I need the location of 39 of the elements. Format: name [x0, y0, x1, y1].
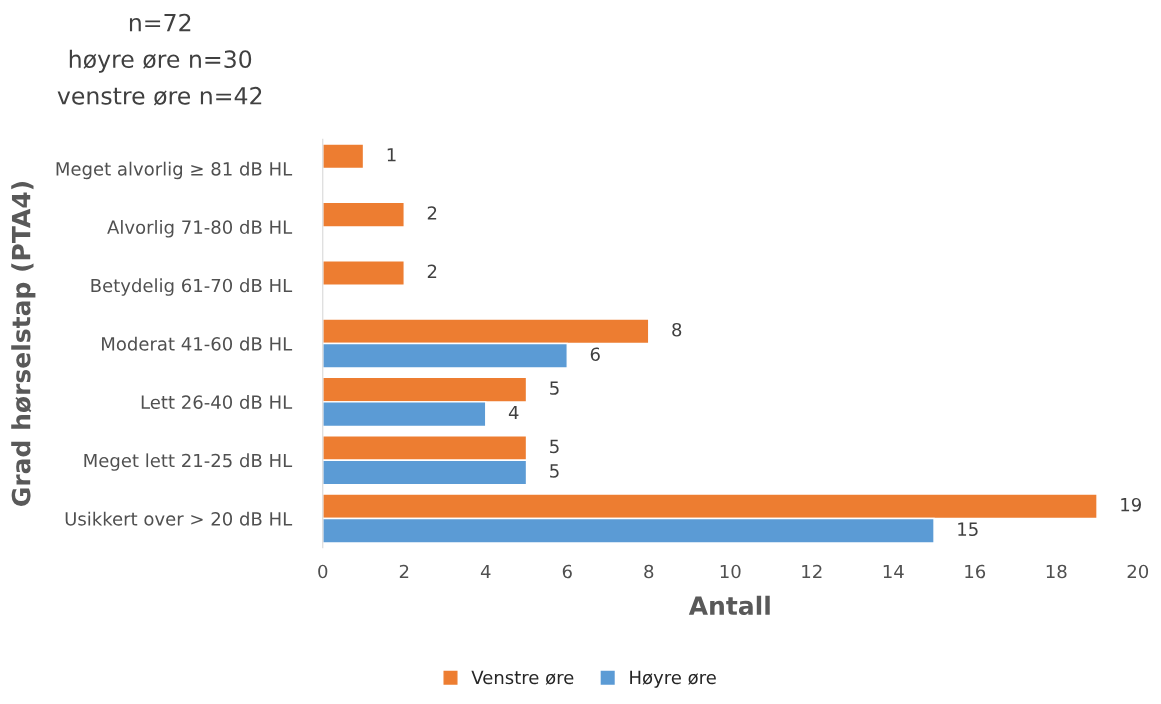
data-label: 5	[550, 464, 559, 478]
data-label: 5	[550, 381, 559, 395]
bar	[322, 201, 405, 228]
x-tick-label: 16	[965, 564, 986, 579]
text: n=72	[129, 13, 191, 32]
data-label: 1	[387, 148, 396, 162]
y-tick-label: Meget lett 21-25 dB HL	[84, 453, 293, 471]
y-tick-label: Usikkert over > 20 dB HL	[65, 511, 293, 526]
legend-label: Venstre øre	[471, 670, 574, 685]
x-tick-label: 4	[480, 564, 491, 579]
data-label: 4	[508, 405, 519, 420]
bar	[322, 260, 405, 286]
y-axis-title: Grad hørselstap (PTA4)	[11, 182, 36, 506]
x-axis-title: Antall	[688, 595, 770, 616]
data-label: 6	[590, 347, 600, 362]
y-tick-label: Betydelig 61-70 dB HL	[91, 278, 293, 296]
x-tick-label: 12	[802, 564, 822, 579]
data-label: 8	[672, 322, 682, 337]
x-tick-label: 10	[720, 564, 741, 579]
data-label: 15	[958, 522, 978, 537]
y-tick-label: Lett 26-40 dB HL	[141, 395, 293, 409]
data-label: 19	[1121, 497, 1141, 512]
y-tick-label: Moderat 41-60 dB HL	[102, 336, 293, 351]
x-tick-label: 20	[1127, 564, 1149, 579]
y-tick-label: Meget alvorlig ≥ 81 dB HL	[56, 161, 293, 180]
x-tick-label: 6	[562, 564, 572, 579]
x-tick-label: 18	[1046, 564, 1067, 579]
x-tick-label: 8	[644, 564, 654, 579]
legend-label: Høyre øre	[630, 670, 716, 688]
data-label: 2	[427, 264, 437, 278]
x-tick-label: 0	[318, 564, 328, 579]
text: venstre øre n=42	[57, 86, 262, 106]
text: høyre øre n=30	[69, 49, 252, 73]
data-label: 2	[427, 206, 437, 220]
x-tick-label: 14	[883, 564, 904, 579]
y-tick-label: Alvorlig 71-80 dB HL	[107, 220, 293, 238]
bar	[322, 143, 365, 170]
data-label: 5	[550, 439, 559, 454]
x-tick-label: 2	[399, 564, 409, 579]
